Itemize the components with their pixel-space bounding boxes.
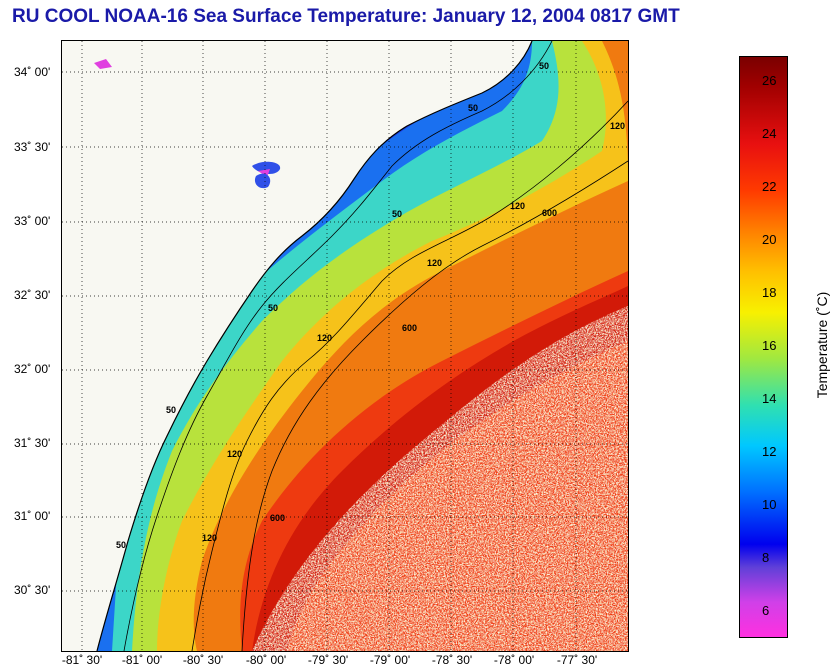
colorbar-tick: 14 [762,391,777,406]
lon-label: -77˚ 30' [556,653,598,667]
colorbar-tick: 10 [762,497,777,512]
page-title: RU COOL NOAA-16 Sea Surface Temperature:… [12,6,680,27]
colorbar-tick: 16 [762,338,777,353]
lon-label: -78˚ 30' [431,653,473,667]
contour-label: 50 [116,540,126,550]
contour-label: 50 [268,303,278,313]
lon-label: -79˚ 00' [369,653,411,667]
contour-label: 600 [542,208,557,218]
colorbar [739,56,788,638]
sst-map-image: 50 50 50 50 50 50 120 120 120 120 120 12… [62,41,628,651]
colorbar-tick: 12 [762,444,777,459]
colorbar-tick: 22 [762,179,777,194]
contour-label: 600 [402,323,417,333]
colorbar-tick: 20 [762,232,777,247]
contour-label: 120 [227,449,242,459]
lon-label: -80˚ 30' [182,653,224,667]
lat-label: 31˚ 30' [14,436,51,450]
contour-label: 600 [270,513,285,523]
contour-label: 120 [610,121,625,131]
lat-label: 32˚ 30' [14,288,51,302]
contour-label: 50 [392,209,402,219]
colorbar-tick: 18 [762,285,777,300]
contour-label: 120 [427,258,442,268]
lon-label: -80˚ 00' [245,653,287,667]
lon-label: -81˚ 30' [61,653,103,667]
lon-label: -81˚ 00' [121,653,163,667]
lat-label: 33˚ 00' [14,214,51,228]
colorbar-tick: 6 [762,603,770,618]
colorbar-tick: 26 [762,73,777,88]
lat-label: 34˚ 00' [14,65,51,79]
sst-map: 50 50 50 50 50 50 120 120 120 120 120 12… [61,40,629,652]
colorbar-gradient [740,57,787,637]
lat-label: 30˚ 30' [14,583,51,597]
contour-label: 50 [166,405,176,415]
contour-label: 50 [539,61,549,71]
lon-label: -79˚ 30' [307,653,349,667]
colorbar-label: Temperature (˚C) [814,291,830,399]
contour-label: 120 [510,201,525,211]
colorbar-tick: 8 [762,550,770,565]
lat-label: 31˚ 00' [14,509,51,523]
contour-label: 120 [317,333,332,343]
lat-label: 33˚ 30' [14,140,51,154]
contour-label: 120 [202,533,217,543]
contour-label: 50 [468,103,478,113]
lon-label: -78˚ 00' [493,653,535,667]
lat-label: 32˚ 00' [14,362,51,376]
colorbar-tick: 24 [762,126,777,141]
